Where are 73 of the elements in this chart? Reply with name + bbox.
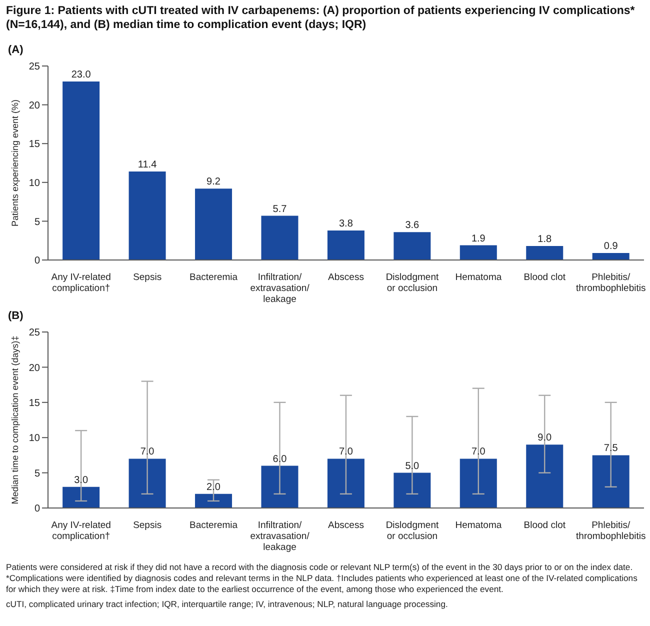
chart-subtitle: (A) xyxy=(7,43,24,56)
data-label: 7.0 xyxy=(140,446,155,458)
bar xyxy=(592,455,630,508)
bar xyxy=(327,458,364,508)
bar xyxy=(592,253,630,260)
bar xyxy=(62,486,100,508)
bar xyxy=(261,216,298,260)
data-label: 2.0 xyxy=(206,482,221,493)
x-tick-label: Sepsis xyxy=(133,520,162,531)
y-tick-label: 0 xyxy=(34,256,40,267)
data-label: 7.0 xyxy=(471,446,486,458)
chart-subtitle: (B) xyxy=(7,309,24,322)
bar xyxy=(62,82,100,260)
bar xyxy=(128,172,166,260)
data-label: 7.0 xyxy=(339,446,354,458)
x-tick-label: Dislodgment or occlusion xyxy=(386,272,439,294)
bar xyxy=(460,458,497,508)
y-tick-label: 0 xyxy=(34,504,40,515)
y-tick-label: 25 xyxy=(28,328,40,339)
bar xyxy=(526,444,564,508)
data-label: 6.0 xyxy=(272,454,288,465)
bar xyxy=(195,188,232,260)
y-tick-label: 20 xyxy=(28,100,40,112)
y-axis-title: Patients experiencing event (%) xyxy=(10,99,20,227)
data-label: 7.5 xyxy=(604,443,618,454)
y-tick-label: 15 xyxy=(28,139,40,150)
data-label: 5.0 xyxy=(405,460,420,472)
bar xyxy=(261,466,298,508)
data-label: 23.0 xyxy=(71,70,92,81)
bar xyxy=(526,246,564,260)
data-label: 1.8 xyxy=(538,234,552,246)
bar xyxy=(327,230,364,260)
x-tick-label: Phlebitis/ thrombophlebitis xyxy=(576,272,646,294)
data-label: 9.2 xyxy=(206,176,221,188)
x-tick-label: Dislodgment or occlusion xyxy=(386,520,439,542)
x-tick-label: Hematoma xyxy=(455,520,502,531)
data-label: 3.8 xyxy=(339,218,354,230)
y-axis-title: Median time to complication event (days)‡ xyxy=(10,336,20,504)
y-tick-label: 25 xyxy=(28,62,40,73)
chart-title: Figure 1: Patients with cUTI treated with IV carbapenems: (A) proportion of patients experiencing IV complications* (N=16,144), and (B) median time to complication event (days; IQR) xyxy=(5,4,636,32)
y-tick-label: 15 xyxy=(28,398,40,409)
bar xyxy=(195,494,232,508)
x-tick-label: Phlebitis/ thrombophlebitis xyxy=(576,520,646,542)
data-label: 9.0 xyxy=(538,432,552,444)
bar xyxy=(394,472,431,508)
x-tick-label: Hematoma xyxy=(455,272,502,283)
y-tick-label: 5 xyxy=(34,216,40,228)
x-tick-label: Blood clot xyxy=(524,520,566,531)
text: Patients were considered at risk if they did not have a record with the diagnosis code or relevant NLP term(s) of the event in the 30 days prior to or on the index date. *Complications were identified by diagnosis codes and relevant terms in the NLP data. †Includes patients who experienced at least one of the IV-related complications for which they were at risk. ‡Time from index date to the earliest occurrence of the event, among those who experienced the event. xyxy=(5,561,638,595)
data-label: 0.9 xyxy=(604,241,618,252)
x-tick-label: Infiltration/ extravasation/ leakage xyxy=(250,272,310,305)
x-tick-label: Blood clot xyxy=(524,272,566,283)
data-label: 3.0 xyxy=(74,474,88,486)
data-label: 3.6 xyxy=(405,220,420,232)
data-label: 1.9 xyxy=(471,233,486,244)
x-tick-label: Any IV-related complication† xyxy=(51,272,111,294)
data-label: 5.7 xyxy=(272,204,288,215)
y-tick-label: 10 xyxy=(28,433,40,444)
data-label: 11.4 xyxy=(138,160,158,171)
x-tick-label: Abscess xyxy=(328,520,364,531)
bar xyxy=(460,245,497,260)
y-tick-label: 20 xyxy=(28,362,40,374)
x-tick-label: Bacteremia xyxy=(190,520,238,531)
x-tick-label: Abscess xyxy=(328,272,364,283)
bar xyxy=(128,458,166,508)
x-tick-label: Infiltration/ extravasation/ leakage xyxy=(250,520,310,553)
x-tick-label: Bacteremia xyxy=(190,272,238,283)
x-tick-label: Any IV-related complication† xyxy=(51,520,111,542)
x-tick-label: Sepsis xyxy=(133,272,162,283)
y-tick-label: 5 xyxy=(34,468,40,480)
bar xyxy=(394,232,431,260)
text: cUTI, complicated urinary tract infection; IQR, interquartile range; IV, intravenous; NLP, natural language processing. xyxy=(5,598,449,610)
y-tick-label: 10 xyxy=(28,178,40,189)
